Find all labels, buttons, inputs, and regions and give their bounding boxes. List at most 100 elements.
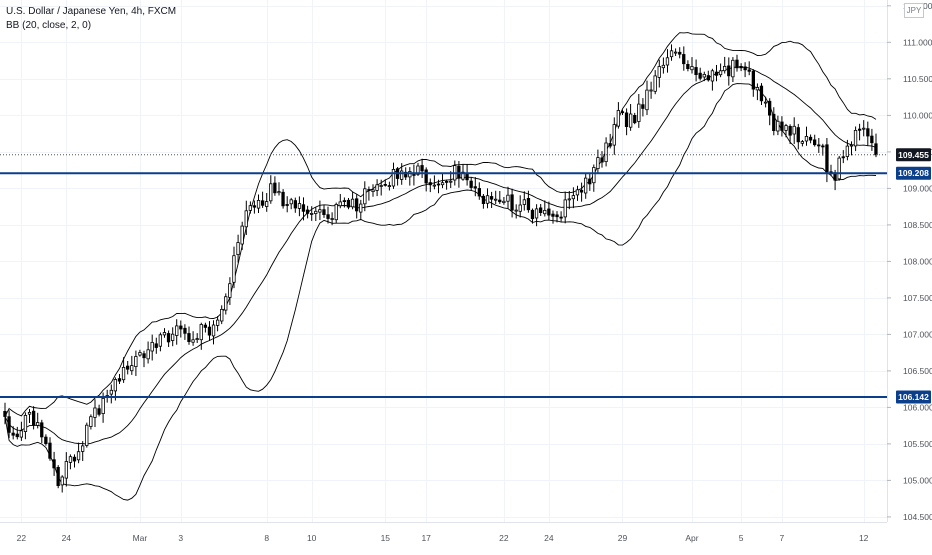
candle-body xyxy=(139,353,142,356)
y-tick-label: 109.000 xyxy=(903,183,932,193)
candle-body xyxy=(384,184,387,185)
candle-body xyxy=(282,192,285,206)
candle-body xyxy=(143,354,146,358)
candle-body xyxy=(760,86,763,101)
currency-label[interactable]: JPY xyxy=(904,3,924,18)
candle-body xyxy=(670,51,673,57)
candle-body xyxy=(605,143,608,162)
candle-body xyxy=(225,297,228,310)
x-tick-label: 22 xyxy=(17,533,27,543)
y-tick-label: 106.500 xyxy=(903,366,932,376)
candle-body xyxy=(90,417,93,427)
candle-body xyxy=(736,60,739,68)
candle-body xyxy=(756,88,759,90)
candle-body xyxy=(478,189,481,197)
candle-body xyxy=(135,357,138,367)
candle-body xyxy=(875,144,878,155)
candle xyxy=(282,189,285,209)
price-tag-label: 106.142 xyxy=(898,392,929,402)
candle-body xyxy=(294,201,297,208)
candle-body xyxy=(204,325,207,327)
candle-body xyxy=(433,185,436,186)
candle-body xyxy=(793,126,796,134)
candle-body xyxy=(437,184,440,185)
candle-body xyxy=(523,200,526,205)
candle-body xyxy=(642,105,645,109)
candle-body xyxy=(257,200,260,208)
candle-body xyxy=(323,210,326,215)
x-tick-label: 24 xyxy=(62,533,72,543)
candle-body xyxy=(625,113,628,127)
candle-body xyxy=(564,200,567,217)
y-tick-label: 108.000 xyxy=(903,256,932,266)
candle-body xyxy=(184,328,187,333)
candle-body xyxy=(789,126,792,135)
candle-body xyxy=(131,366,134,371)
y-tick-label: 108.500 xyxy=(903,220,932,230)
candle-body xyxy=(278,192,281,193)
x-tick-label: 7 xyxy=(780,533,785,543)
candle-body xyxy=(114,380,117,391)
candle-body xyxy=(691,67,694,70)
candle-body xyxy=(544,210,547,213)
candle-body xyxy=(560,217,563,218)
candle-body xyxy=(16,434,19,437)
candle-body xyxy=(597,158,600,169)
x-tick-label: 12 xyxy=(859,533,869,543)
y-tick-label: 104.500 xyxy=(903,512,932,522)
candle-body xyxy=(867,129,870,136)
y-tick-label: 111.000 xyxy=(903,37,932,47)
x-tick-label: 10 xyxy=(307,533,317,543)
candle-body xyxy=(425,170,428,183)
y-tick-label: 110.500 xyxy=(903,74,932,84)
candle-body xyxy=(507,195,510,201)
candle-body xyxy=(12,433,15,435)
x-tick-label: 29 xyxy=(618,533,628,543)
candle-body xyxy=(110,390,113,394)
candle-body xyxy=(20,431,23,437)
candle-body xyxy=(98,409,101,415)
candle-body xyxy=(343,201,346,202)
candle-body xyxy=(372,190,375,192)
price-tag-label: 109.208 xyxy=(898,168,929,178)
candle-body xyxy=(613,125,616,146)
candle-body xyxy=(539,208,542,213)
candle-body xyxy=(650,90,653,91)
candle-body xyxy=(818,145,821,146)
candle-body xyxy=(768,101,771,115)
candle xyxy=(57,465,60,488)
candle-body xyxy=(568,199,571,200)
candle-body xyxy=(298,204,301,209)
candle-body xyxy=(511,195,514,210)
x-tick-label: Apr xyxy=(685,533,698,543)
candle-body xyxy=(535,209,538,218)
candle-body xyxy=(515,210,518,211)
candle-body xyxy=(249,206,252,211)
candle-body xyxy=(617,111,620,127)
candle-body xyxy=(188,334,191,342)
candle-body xyxy=(654,76,657,91)
candle-body xyxy=(335,204,338,219)
candle-body xyxy=(315,211,318,213)
candle-body xyxy=(364,189,367,204)
candle-body xyxy=(723,66,726,70)
candle-body xyxy=(674,52,677,53)
candle-body xyxy=(8,417,11,433)
candle-body xyxy=(421,166,424,171)
candle-body xyxy=(233,256,236,283)
candle-body xyxy=(548,209,551,215)
candle-body xyxy=(858,129,861,130)
candle-body xyxy=(699,73,702,78)
candle-body xyxy=(53,460,56,468)
candle-body xyxy=(429,183,432,185)
candle-body xyxy=(662,65,665,67)
candle-body xyxy=(241,226,244,244)
candle-body xyxy=(94,408,97,417)
y-tick-label: 105.000 xyxy=(903,475,932,485)
candle-body xyxy=(327,215,330,219)
x-tick-label: 17 xyxy=(421,533,431,543)
candle-body xyxy=(81,446,84,452)
candle-body xyxy=(503,201,506,202)
